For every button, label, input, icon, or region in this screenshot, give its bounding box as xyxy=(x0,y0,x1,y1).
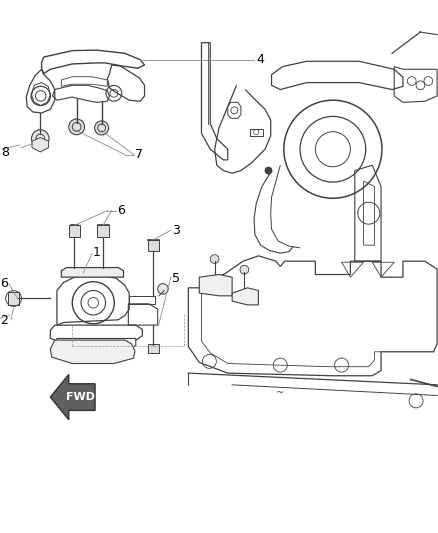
Bar xyxy=(69,225,80,237)
Text: 6: 6 xyxy=(117,204,125,217)
Text: 4: 4 xyxy=(256,53,264,66)
Circle shape xyxy=(32,130,49,147)
Text: 7: 7 xyxy=(135,148,143,161)
Text: ~: ~ xyxy=(276,388,284,398)
Polygon shape xyxy=(199,274,232,296)
Text: 1: 1 xyxy=(93,246,101,259)
Polygon shape xyxy=(61,268,124,277)
Circle shape xyxy=(265,167,272,174)
Text: 8: 8 xyxy=(1,147,9,159)
Text: 3: 3 xyxy=(172,224,180,237)
Text: 6: 6 xyxy=(0,277,8,290)
Text: 5: 5 xyxy=(172,272,180,285)
Bar xyxy=(97,225,109,237)
Circle shape xyxy=(69,119,85,135)
Circle shape xyxy=(158,284,168,294)
Bar xyxy=(8,292,19,305)
Bar xyxy=(148,344,159,353)
Polygon shape xyxy=(50,374,95,420)
Polygon shape xyxy=(32,138,49,152)
Text: FWD: FWD xyxy=(66,392,95,402)
Circle shape xyxy=(210,255,219,263)
Polygon shape xyxy=(57,338,136,351)
Bar xyxy=(148,240,159,251)
Circle shape xyxy=(95,121,109,135)
Polygon shape xyxy=(232,288,258,305)
Circle shape xyxy=(240,265,249,274)
Polygon shape xyxy=(50,340,135,364)
Text: 2: 2 xyxy=(0,314,8,327)
